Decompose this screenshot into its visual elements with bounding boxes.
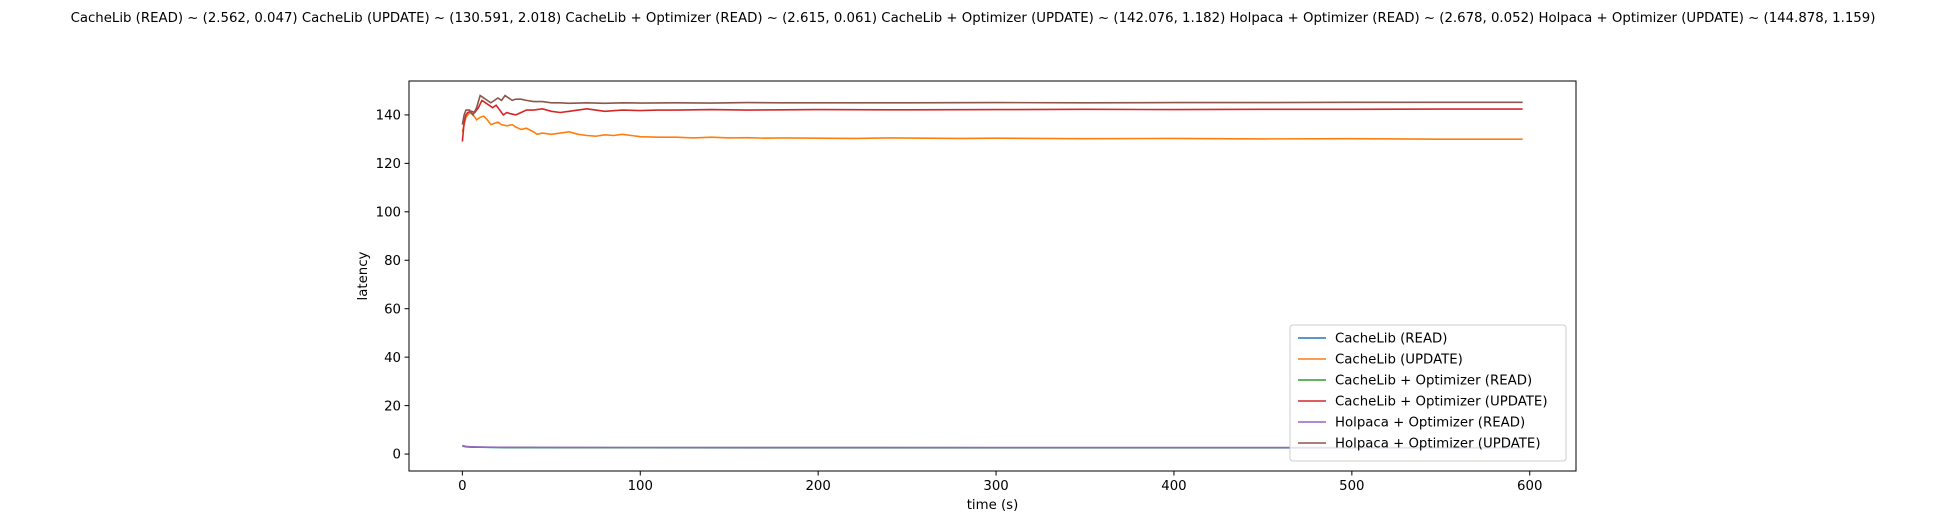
- y-axis-ticks: 0 20 40 60 80 100 120 140: [376, 109, 409, 463]
- x-tick-label-6: 600: [1517, 479, 1542, 494]
- y-tick-label-0: 0: [393, 448, 401, 463]
- legend-label-1: CacheLib (UPDATE): [1335, 353, 1463, 368]
- series-line-4: [462, 445, 1523, 449]
- x-tick-label-1: 100: [628, 479, 653, 494]
- y-tick-label-1: 20: [384, 399, 401, 414]
- legend: CacheLib (READ) CacheLib (UPDATE) CacheLib…: [1289, 324, 1567, 462]
- axes-frame: [408, 80, 1577, 472]
- y-tick-label-6: 120: [376, 157, 401, 172]
- series-line-3: [461, 99, 1523, 142]
- x-tick-label-0: 0: [458, 479, 466, 494]
- x-axis-ticks: 0 100 200 300 400 500 600: [458, 471, 1542, 494]
- y-tick-label-3: 60: [384, 302, 401, 317]
- legend-label-2: CacheLib + Optimizer (READ): [1335, 374, 1532, 389]
- y-tick-label-5: 100: [376, 206, 401, 221]
- legend-box: [1289, 324, 1567, 462]
- x-tick-label-4: 400: [1161, 479, 1186, 494]
- series-line-5: [461, 94, 1523, 125]
- legend-label-0: CacheLib (READ): [1335, 332, 1447, 347]
- x-axis-label: time (s): [967, 498, 1019, 513]
- y-axis-label: latency: [356, 251, 371, 300]
- legend-label-4: Holpaca + Optimizer (READ): [1335, 416, 1525, 431]
- x-tick-label-2: 200: [805, 479, 830, 494]
- y-tick-label-7: 140: [376, 109, 401, 124]
- y-tick-label-2: 40: [384, 351, 401, 366]
- legend-label-3: CacheLib + Optimizer (UPDATE): [1335, 395, 1548, 410]
- x-tick-label-3: 300: [983, 479, 1008, 494]
- chart-title: CacheLib (READ) ~ (2.562, 0.047) CacheLi…: [70, 11, 1876, 26]
- legend-label-5: Holpaca + Optimizer (UPDATE): [1335, 437, 1541, 452]
- series-line-1: [461, 111, 1523, 140]
- y-tick-label-4: 80: [384, 254, 401, 269]
- x-tick-label-5: 500: [1339, 479, 1364, 494]
- plot-lines: [461, 94, 1523, 449]
